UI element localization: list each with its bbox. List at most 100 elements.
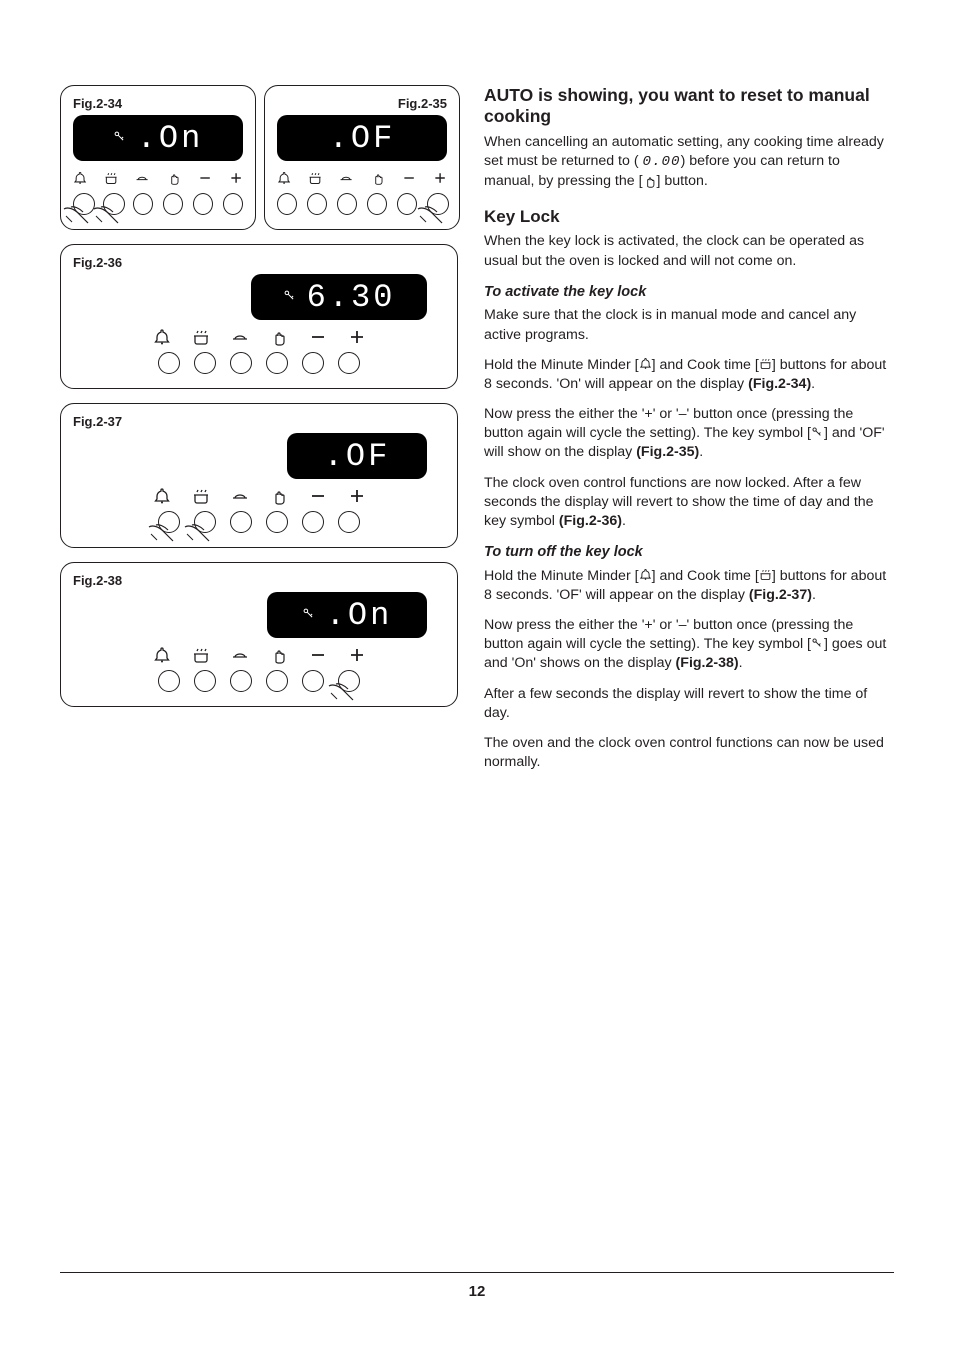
fig-label: Fig.2-36 bbox=[73, 255, 445, 270]
heading-auto-reset: AUTO is showing, you want to reset to ma… bbox=[484, 85, 894, 127]
button-row bbox=[277, 193, 447, 215]
button-6[interactable] bbox=[338, 511, 360, 533]
button-2[interactable] bbox=[194, 670, 216, 692]
minus-icon bbox=[309, 646, 327, 664]
footer-rule bbox=[60, 1272, 894, 1273]
plus-icon bbox=[348, 646, 366, 664]
bell-icon bbox=[153, 487, 171, 505]
bell-icon bbox=[153, 646, 171, 664]
fig-label: Fig.2-37 bbox=[73, 414, 445, 429]
para-activate-4: The clock oven control functions are now… bbox=[484, 474, 894, 532]
para-turnoff-2: Now press the either the '+' or '–' butt… bbox=[484, 616, 894, 674]
fig-ref: (Fig.2-37) bbox=[749, 587, 812, 603]
button-1[interactable] bbox=[158, 511, 180, 533]
para-turnoff-4: The oven and the clock oven control func… bbox=[484, 734, 894, 772]
dish-icon bbox=[135, 169, 149, 187]
text: Now press the either the '+' or '–' butt… bbox=[484, 617, 853, 652]
button-4[interactable] bbox=[266, 511, 288, 533]
button-4[interactable] bbox=[163, 193, 183, 215]
fig-label: Fig.2-35 bbox=[277, 96, 447, 111]
button-3[interactable] bbox=[230, 352, 252, 374]
lcd-display: .OF bbox=[287, 433, 427, 479]
text: Hold the Minute Minder [ bbox=[484, 357, 639, 373]
bell-icon bbox=[277, 169, 291, 187]
hand-icon bbox=[371, 169, 385, 187]
button-2[interactable] bbox=[194, 352, 216, 374]
para-auto-reset: When cancelling an automatic setting, an… bbox=[484, 133, 894, 192]
finger-icon bbox=[182, 519, 212, 549]
minus-icon bbox=[198, 169, 212, 187]
button-3[interactable] bbox=[133, 193, 153, 215]
button-6[interactable] bbox=[223, 193, 243, 215]
key-icon bbox=[302, 606, 316, 625]
fig-label: Fig.2-34 bbox=[73, 96, 243, 111]
display-text: 6.30 bbox=[307, 280, 396, 314]
button-5[interactable] bbox=[302, 670, 324, 692]
figures-column: Fig.2-34 .On bbox=[60, 85, 460, 783]
fig-label: Fig.2-38 bbox=[73, 573, 445, 588]
pot-icon bbox=[192, 328, 210, 346]
dish-icon bbox=[231, 487, 249, 505]
plus-icon bbox=[348, 487, 366, 505]
bell-icon bbox=[639, 357, 652, 370]
subhead-activate: To activate the key lock bbox=[484, 283, 894, 303]
finger-icon bbox=[415, 201, 445, 231]
button-5[interactable] bbox=[193, 193, 213, 215]
para-turnoff-1: Hold the Minute Minder [ ] and Cook time … bbox=[484, 567, 894, 605]
button-6[interactable] bbox=[338, 670, 360, 692]
button-3[interactable] bbox=[337, 193, 357, 215]
button-1[interactable] bbox=[158, 670, 180, 692]
key-icon bbox=[811, 637, 824, 650]
button-4[interactable] bbox=[266, 352, 288, 374]
fig-ref: (Fig.2-34) bbox=[748, 376, 811, 392]
button-4[interactable] bbox=[266, 670, 288, 692]
button-6[interactable] bbox=[338, 352, 360, 374]
hand-icon bbox=[270, 646, 288, 664]
button-6[interactable] bbox=[427, 193, 447, 215]
seg-value: 0.00 bbox=[643, 154, 681, 170]
button-5[interactable] bbox=[302, 511, 324, 533]
fig-ref: (Fig.2-36) bbox=[559, 513, 622, 529]
button-5[interactable] bbox=[397, 193, 417, 215]
pot-icon bbox=[104, 169, 118, 187]
text: Hold the Minute Minder [ bbox=[484, 568, 639, 584]
minus-icon bbox=[402, 169, 416, 187]
fig-2-38: Fig.2-38 .On bbox=[60, 562, 458, 707]
text: Now press the either the '+' or '–' butt… bbox=[484, 406, 853, 441]
finger-icon bbox=[326, 678, 356, 708]
bell-icon bbox=[639, 568, 652, 581]
button-3[interactable] bbox=[230, 511, 252, 533]
lcd-display: .On bbox=[267, 592, 427, 638]
display-text: .OF bbox=[329, 121, 396, 155]
text: ] and Cook time [ bbox=[652, 568, 759, 584]
button-1[interactable] bbox=[277, 193, 297, 215]
control-icons bbox=[73, 328, 445, 346]
para-activate-1: Make sure that the clock is in manual mo… bbox=[484, 306, 894, 344]
finger-icon bbox=[91, 201, 121, 231]
button-2[interactable] bbox=[103, 193, 123, 215]
hand-icon bbox=[270, 328, 288, 346]
text: ] button. bbox=[657, 173, 708, 189]
plus-icon bbox=[348, 328, 366, 346]
button-2[interactable] bbox=[307, 193, 327, 215]
key-icon bbox=[283, 288, 297, 307]
plus-icon bbox=[229, 169, 243, 187]
button-4[interactable] bbox=[367, 193, 387, 215]
button-1[interactable] bbox=[158, 352, 180, 374]
pot-icon bbox=[759, 568, 772, 581]
lcd-display: .On bbox=[73, 115, 243, 161]
button-row bbox=[73, 193, 243, 215]
page-number: 12 bbox=[60, 1283, 894, 1300]
text-column: AUTO is showing, you want to reset to ma… bbox=[484, 85, 894, 783]
fig-2-34: Fig.2-34 .On bbox=[60, 85, 256, 230]
button-2[interactable] bbox=[194, 511, 216, 533]
para-activate-2: Hold the Minute Minder [] and Cook time … bbox=[484, 356, 894, 394]
control-icons bbox=[277, 169, 447, 187]
button-3[interactable] bbox=[230, 670, 252, 692]
display-text: .On bbox=[137, 121, 204, 155]
minus-icon bbox=[309, 487, 327, 505]
para-activate-3: Now press the either the '+' or '–' butt… bbox=[484, 405, 894, 463]
button-5[interactable] bbox=[302, 352, 324, 374]
plus-icon bbox=[433, 169, 447, 187]
fig-2-37: Fig.2-37 .OF bbox=[60, 403, 458, 548]
